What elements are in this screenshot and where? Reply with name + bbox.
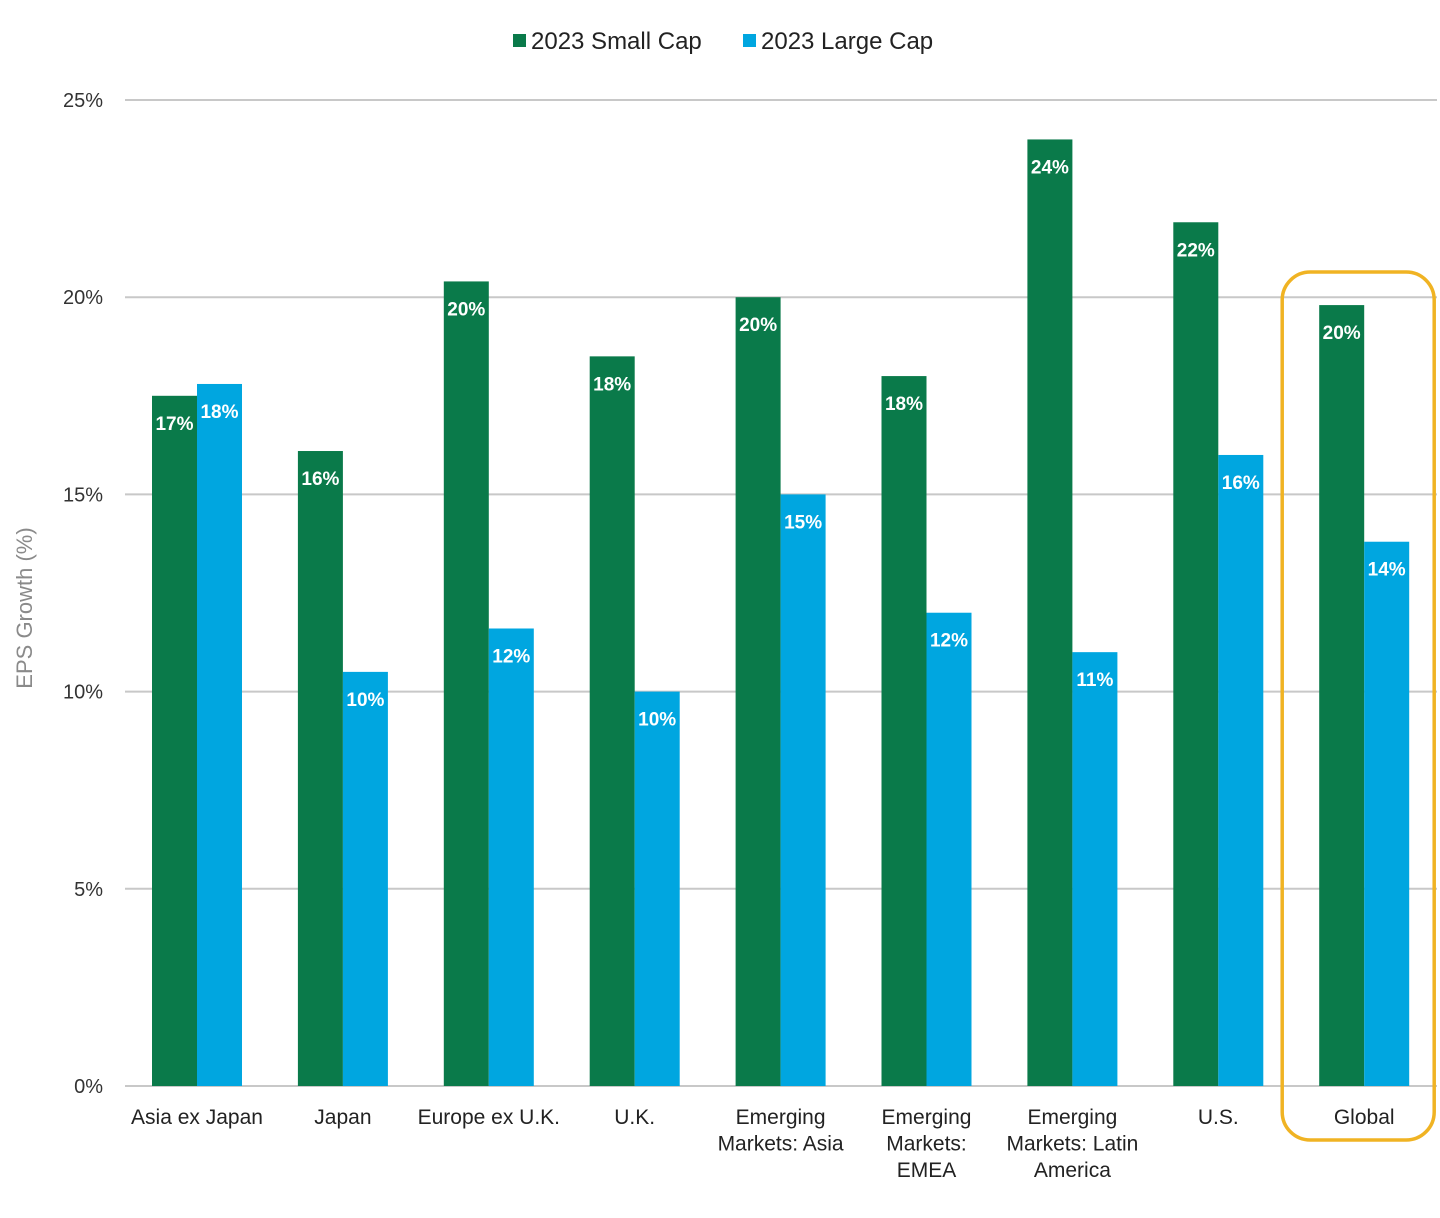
bars <box>152 139 1410 1087</box>
global-highlight-frame <box>1280 270 1436 1142</box>
data-label: 14% <box>1368 560 1406 581</box>
highlight-frame <box>1280 270 1436 1142</box>
y-tick-label: 15% <box>63 484 103 506</box>
category-label: Emerging Markets: EMEA <box>882 1106 972 1182</box>
bar-large-cap <box>634 691 680 1086</box>
category-label: Emerging Markets: Asia <box>718 1106 844 1156</box>
y-axis-label: EPS Growth (%) <box>12 527 37 688</box>
bar-small-cap <box>152 395 197 1086</box>
data-label: 20% <box>447 299 485 320</box>
bar-large-cap <box>780 494 826 1086</box>
legend-swatch-large-cap <box>743 34 756 47</box>
data-label: 20% <box>739 315 777 336</box>
category-label: Global <box>1334 1106 1395 1129</box>
bar-small-cap <box>881 376 927 1087</box>
bar-small-cap <box>589 356 635 1086</box>
y-tick-label: 5% <box>74 879 103 901</box>
bar-large-cap <box>1072 652 1118 1086</box>
bar-small-cap <box>1027 139 1073 1086</box>
bar-small-cap <box>1319 305 1365 1086</box>
data-label: 12% <box>930 631 968 652</box>
legend: 2023 Small Cap 2023 Large Cap <box>513 28 933 55</box>
y-tick-label: 0% <box>74 1076 103 1098</box>
bar-large-cap <box>926 612 972 1086</box>
category-label: U.K. <box>614 1106 655 1129</box>
data-label: 22% <box>1177 240 1215 261</box>
category-labels: Asia ex Japan Japan Europe ex U.K. U.K. Emer… <box>131 1106 1395 1182</box>
data-label: 18% <box>200 402 238 423</box>
y-tick-label: 10% <box>63 682 103 704</box>
bar-large-cap <box>1218 454 1264 1087</box>
data-label: 12% <box>492 646 530 667</box>
data-label: 15% <box>784 512 822 533</box>
bar-small-cap <box>735 297 781 1086</box>
y-tick-label: 20% <box>63 287 103 309</box>
data-label: 11% <box>1076 670 1113 691</box>
bar-large-cap <box>488 628 534 1086</box>
category-label: Emerging Markets: Latin America <box>1006 1106 1138 1182</box>
data-label: 16% <box>301 469 339 490</box>
bar-large-cap <box>197 383 242 1086</box>
data-label: 20% <box>1323 323 1361 344</box>
bar-large-cap <box>342 671 388 1086</box>
y-axis-ticks: 0% 5% 10% 15% 20% 25% <box>63 90 103 1098</box>
category-label: Europe ex U.K. <box>418 1106 560 1129</box>
category-label: U.S. <box>1198 1106 1239 1129</box>
category-label: Japan <box>314 1106 371 1129</box>
data-label: 17% <box>155 414 193 435</box>
y-tick-label: 25% <box>63 90 103 112</box>
data-labels: 17% 18% 16% 10% 20% 12% 18% 10% 20% 15% 18% 12% 24% 1… <box>155 157 1405 730</box>
data-label: 10% <box>346 690 384 711</box>
data-label: 24% <box>1031 157 1069 178</box>
legend-label-small-cap: 2023 Small Cap <box>531 28 702 55</box>
bar-large-cap <box>1364 541 1410 1086</box>
legend-label-large-cap: 2023 Large Cap <box>761 28 933 55</box>
category-label: Asia ex Japan <box>131 1106 263 1129</box>
data-label: 10% <box>638 710 676 731</box>
bar-small-cap <box>297 451 343 1086</box>
bar-small-cap <box>443 281 489 1086</box>
data-label: 18% <box>593 374 631 395</box>
bar-small-cap <box>1173 222 1219 1086</box>
legend-swatch-small-cap <box>513 34 526 47</box>
data-label: 18% <box>885 394 923 415</box>
data-label: 16% <box>1222 473 1260 494</box>
